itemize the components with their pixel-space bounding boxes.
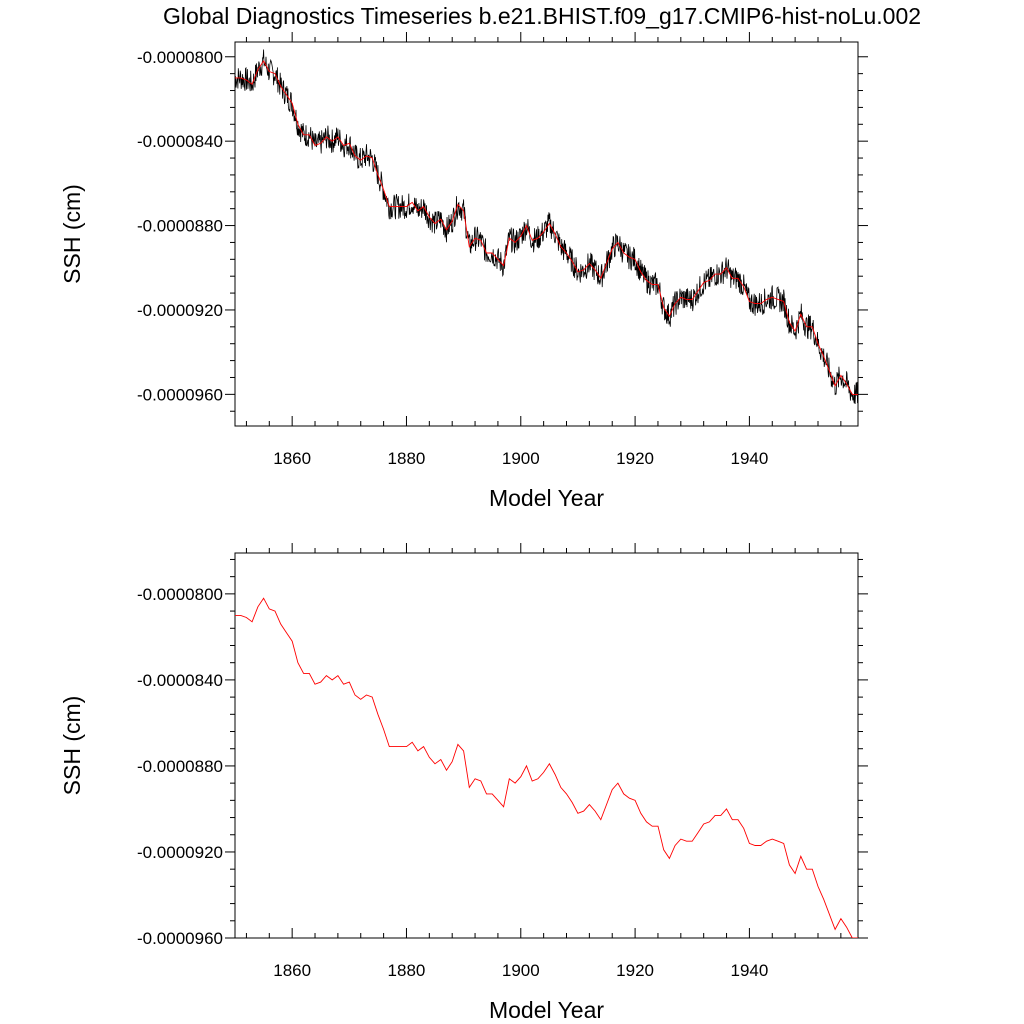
annual-mean-line	[235, 597, 858, 938]
monthly-series-line	[235, 49, 858, 405]
y-tick-label: -0.0000840	[137, 671, 223, 690]
y-tick-label: -0.0000880	[137, 757, 223, 776]
bottom-panel: 1860 1880 1900 1920 1940 -0.0000960 -0.0000920…	[59, 543, 868, 1023]
x-tick-label: 1940	[730, 961, 768, 980]
x-tick-label: 1860	[273, 961, 311, 980]
x-tick-label: 1900	[502, 961, 540, 980]
y-tick-label: -0.0000920	[137, 843, 223, 862]
y-axis-label: SSH (cm)	[59, 696, 85, 796]
x-axis-label: Model Year	[489, 485, 604, 511]
y-tick-label: -0.0000960	[137, 929, 223, 948]
x-tick-label: 1920	[616, 449, 654, 468]
x-tick-label: 1880	[388, 449, 426, 468]
y-tick-label: -0.0000880	[137, 217, 223, 236]
x-tick-label: 1940	[730, 449, 768, 468]
top-panel: 1860 1880 1900 1920 1940 -0.0000960 -0.0000920…	[59, 32, 868, 511]
x-tick-label: 1900	[502, 449, 540, 468]
x-axis-label: Model Year	[489, 997, 604, 1023]
y-tick-label: -0.0000920	[137, 301, 223, 320]
y-tick-label: -0.0000840	[137, 132, 223, 151]
y-tick-label: -0.0000800	[137, 48, 223, 67]
plot-frame	[234, 552, 859, 939]
x-tick-label: 1920	[616, 961, 654, 980]
y-tick-label: -0.0000960	[137, 385, 223, 404]
x-tick-label: 1880	[388, 961, 426, 980]
x-tick-label: 1860	[273, 449, 311, 468]
y-tick-label: -0.0000800	[137, 585, 223, 604]
y-axis-label: SSH (cm)	[59, 184, 85, 284]
plot-frame	[234, 41, 859, 427]
chart-title: Global Diagnostics Timeseries b.e21.BHIS…	[163, 3, 921, 29]
annual-mean-line	[235, 60, 858, 395]
